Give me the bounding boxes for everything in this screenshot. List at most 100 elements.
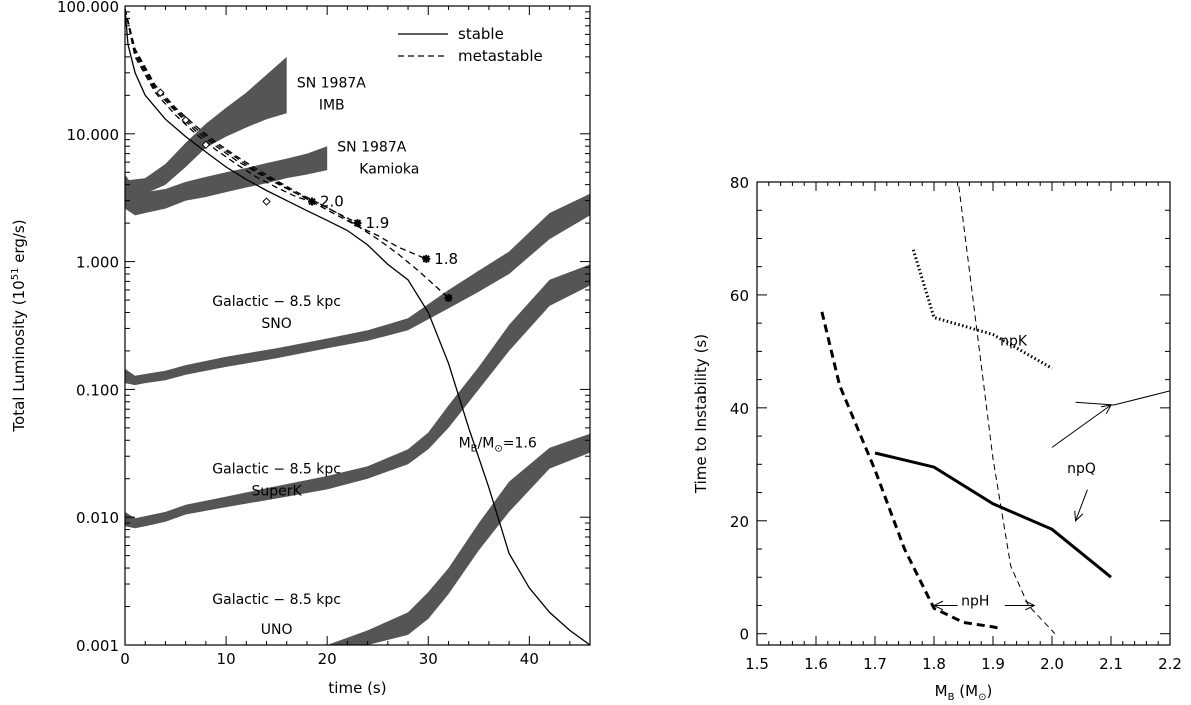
band-label-detector-4: UNO (261, 622, 293, 638)
x-tick-label: 30 (419, 650, 438, 668)
instability-series-npH-2 (820, 311, 1000, 630)
end-marker-3 (444, 293, 453, 302)
y-axis-label: Time to Instability (s) (692, 334, 710, 494)
x-axis-label: time (s) (328, 679, 386, 697)
band-label-detector-3: SuperK (252, 483, 303, 499)
end-marker-1 (353, 219, 362, 228)
y-tick-label: 1.000 (76, 254, 119, 272)
x-tick-label: 1.7 (863, 655, 887, 673)
arrow-shaft (1075, 489, 1088, 521)
end-marker-stroke (444, 294, 453, 302)
y-axis-label-part: Total Luminosity (10 (10, 280, 28, 432)
x-tick-label: 40 (520, 650, 539, 668)
left-frame (124, 5, 591, 646)
y-tick-label: 10.000 (67, 126, 120, 144)
y-tick-label: 0.001 (76, 637, 119, 655)
diamond-marker-0 (156, 88, 165, 97)
metastable-curve-2 (125, 8, 358, 224)
x-tick-label: 1.8 (922, 655, 946, 673)
metastable-curve-4 (125, 8, 449, 299)
x-tick-label: 2.0 (1040, 655, 1064, 673)
annotation-arrow-2 (932, 600, 958, 611)
x-tick-label: 1.6 (804, 655, 828, 673)
end-marker-stroke (422, 255, 430, 263)
band-label-detector-0: IMB (319, 98, 345, 114)
right-plot-area (820, 182, 1170, 635)
metastable-curve-3 (125, 8, 427, 260)
band-label-3: Galactic − 8.5 kpc (212, 461, 341, 477)
x-tick-label: 2.2 (1158, 655, 1182, 673)
end-marker-stroke (353, 219, 362, 227)
end-marker-label: 1.8 (434, 250, 458, 268)
x-tick-label: 1.5 (745, 655, 769, 673)
arrow-head (932, 600, 944, 611)
mass-annotation: MB/M⊙=1.6 (459, 436, 537, 455)
band-label-detector-1: Kamioka (359, 161, 419, 177)
stable-curve-0 (125, 8, 590, 645)
diamond-marker-3 (262, 197, 271, 206)
x-axis-label-part: M (935, 682, 948, 700)
band-label-2: Galactic − 8.5 kpc (212, 294, 341, 310)
diamond-marker-2 (201, 140, 211, 150)
x-axis-label-part: B (948, 692, 955, 703)
y-axis-label: Total Luminosity (1051 erg/s) (10, 219, 28, 432)
band-label-0: SN 1987A (297, 76, 366, 92)
annotation-arrow-1 (1074, 489, 1088, 522)
instability-series-guide-3 (957, 182, 1056, 635)
band-label-1: SN 1987A (337, 139, 406, 155)
arrow-head (1074, 510, 1084, 522)
mass-annotation-part: M (459, 436, 471, 452)
x-axis-label-part: ) (986, 682, 992, 700)
detector-band-0 (125, 56, 287, 196)
y-tick-label: 80 (730, 174, 749, 192)
y-axis-label-sup: 51 (10, 268, 21, 281)
detector-band-1 (125, 146, 328, 216)
metastable-curve-1 (125, 8, 313, 203)
mass-annotation-part: /M (478, 436, 495, 452)
series-label-npH: npH (961, 593, 989, 609)
instability-chart: npK npQ npH 1.5 1.6 1.7 1.8 1.9 2.0 2.1 2.2 0 20 40 60… (692, 174, 1182, 703)
pointer-line-0 (1075, 390, 1170, 406)
y-tick-label: 0 (739, 626, 749, 644)
x-axis-label-part: ⊙ (978, 692, 986, 703)
x-tick-label: 20 (318, 650, 337, 668)
y-tick-label: 40 (730, 400, 749, 418)
x-axis-label: MB (M⊙) (935, 682, 993, 703)
y-tick-label: 60 (730, 287, 749, 305)
y-tick-label: 100.000 (57, 0, 119, 16)
x-tick-label: 2.1 (1099, 655, 1123, 673)
mass-annotation-part: ⊙ (494, 444, 502, 455)
y-tick-label: 20 (730, 513, 749, 531)
luminosity-chart: 2.0 1.9 1.8 SN 1987A IMB SN 1987A Kamioka Galac… (10, 0, 591, 697)
arrow-shaft (1051, 404, 1112, 448)
left-plot-area (125, 8, 590, 645)
diamond-marker-1 (181, 115, 190, 125)
band-label-detector-2: SNO (261, 316, 291, 332)
end-marker-stroke (308, 197, 316, 206)
end-marker-label: 2.0 (320, 193, 344, 211)
mass-annotation-part: B (471, 444, 478, 455)
series-label-npQ: npQ (1067, 461, 1096, 477)
end-marker-label: 1.9 (366, 214, 390, 232)
end-marker-0 (308, 197, 317, 206)
arrow-head (1025, 600, 1036, 611)
x-tick-label: 10 (217, 650, 236, 668)
y-tick-label: 0.100 (76, 381, 119, 399)
legend-label-dashed: metastable (458, 47, 543, 65)
right-frame (756, 181, 1171, 646)
end-marker-2 (422, 254, 431, 263)
mass-annotation-part: =1.6 (503, 436, 537, 452)
detector-band-4 (327, 433, 590, 645)
instability-series-npK-1 (911, 249, 1053, 370)
series-label-npK: npK (1000, 334, 1028, 350)
annotation-arrow-0 (1051, 404, 1112, 448)
band-label-4: Galactic − 8.5 kpc (212, 592, 341, 608)
legend: stable metastable (398, 25, 543, 65)
x-axis-label-part: (M (955, 682, 979, 700)
legend-label-solid: stable (458, 25, 504, 43)
y-axis-label-part: erg/s) (10, 219, 28, 267)
detector-band-3 (125, 264, 590, 529)
annotation-arrow-3 (1004, 600, 1036, 611)
x-tick-label: 1.9 (981, 655, 1005, 673)
